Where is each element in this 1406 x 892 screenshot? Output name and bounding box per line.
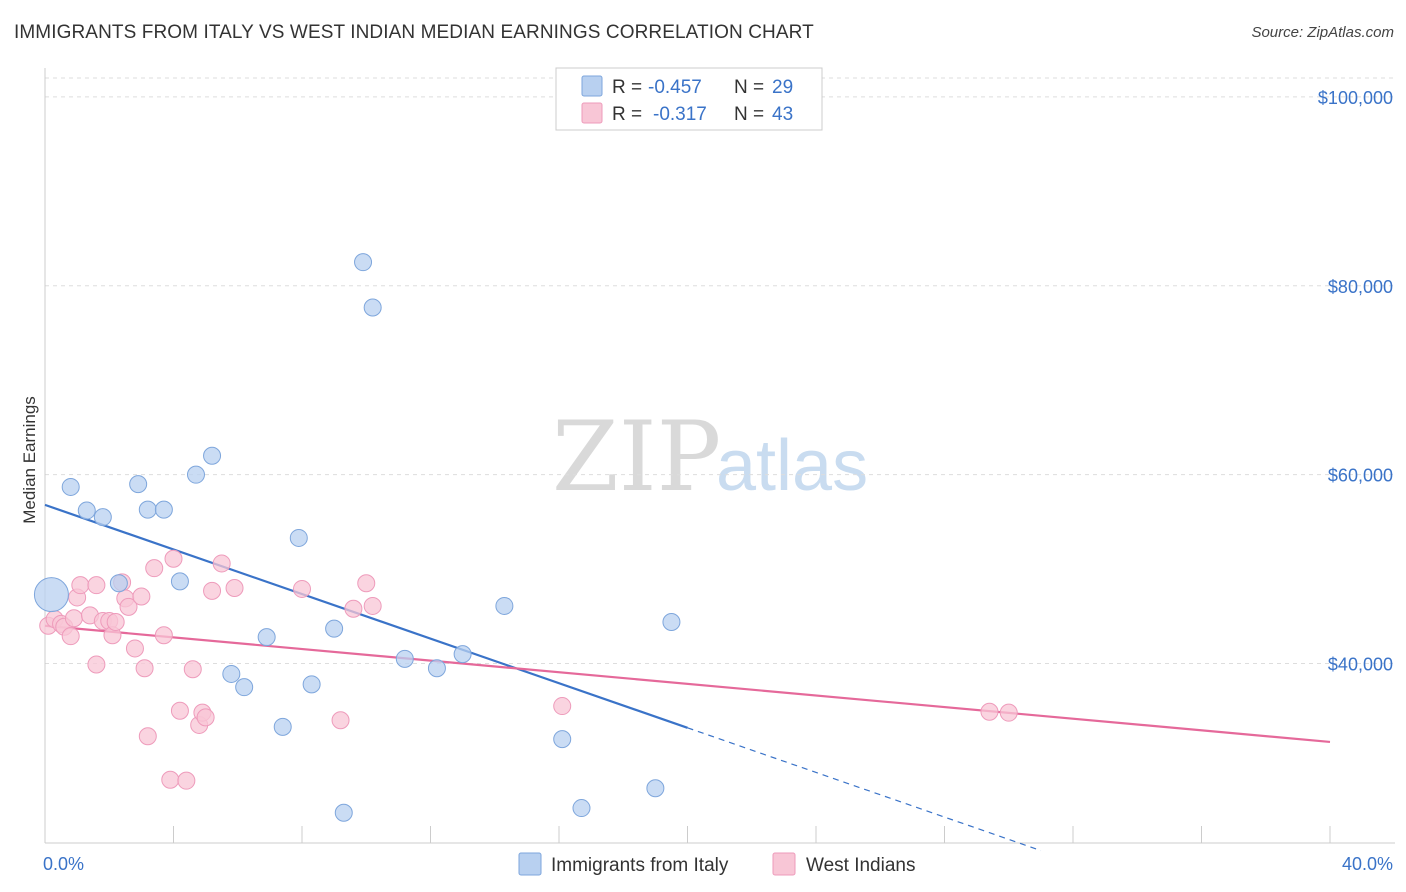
west-indians-point: [145, 559, 164, 578]
italy-point: [109, 574, 128, 593]
west-indians-point: [61, 627, 80, 646]
west-indians-point: [999, 703, 1018, 722]
italy-point: [77, 501, 96, 520]
series-legend-swatch-west-indians: [772, 852, 796, 876]
italy-point: [553, 730, 572, 749]
west-indians-point: [203, 581, 222, 600]
x-tick-label: 40.0%: [1342, 854, 1393, 874]
y-axis-label: Median Earnings: [20, 396, 39, 524]
west-indians-point: [87, 655, 106, 674]
west-indians-point: [363, 596, 382, 615]
legend-n-label-west-indians: N =: [734, 104, 764, 125]
west-indians-point: [225, 579, 244, 597]
trendline-west-indians: [44, 624, 1331, 744]
legend-r-value-italy: -0.457: [648, 77, 702, 98]
axes: [44, 68, 1395, 844]
italy-point: [289, 528, 308, 547]
y-tick-label: $80,000: [1328, 277, 1393, 297]
west-indians-point: [135, 659, 154, 678]
y-tick-label: $40,000: [1328, 655, 1393, 675]
italy-point: [427, 659, 446, 678]
watermark-zip: ZIP: [552, 401, 721, 513]
west-indians-point: [161, 770, 180, 789]
italy-point: [61, 477, 80, 496]
west-indians-point: [357, 574, 376, 593]
italy-point: [33, 577, 69, 613]
correlation-legend: R = -0.457 N = 29 R = -0.317 N = 43: [555, 67, 823, 131]
italy-point: [646, 779, 665, 798]
series-legend-swatch-italy: [518, 852, 542, 876]
legend-n-value-italy: 29: [772, 77, 793, 98]
legend-r-value-west-indians: -0.317: [653, 104, 707, 125]
west-indians-point: [64, 609, 83, 628]
west-indians-point: [132, 587, 151, 606]
italy-point: [572, 799, 591, 818]
west-indians-point: [87, 576, 106, 595]
west-indians-point: [170, 701, 189, 720]
legend-swatch-italy: [581, 75, 603, 97]
trendlines: [44, 503, 1331, 852]
y-tick-label: $60,000: [1328, 466, 1393, 486]
legend-swatch-west-indians: [581, 102, 603, 124]
west-indians-point: [212, 554, 231, 573]
italy-point: [334, 803, 353, 822]
italy-point: [222, 664, 241, 683]
source-label: Source: ZipAtlas.com: [1251, 24, 1394, 41]
series-legend-label-italy: Immigrants from Italy: [551, 855, 729, 876]
italy-point: [235, 678, 254, 697]
italy-point: [363, 298, 382, 317]
italy-point: [453, 645, 472, 664]
italy-point: [257, 628, 276, 647]
italy-point: [138, 500, 157, 519]
west-indians-point: [154, 626, 173, 645]
series-legend-label-west-indians: West Indians: [806, 855, 915, 876]
italy-point: [170, 572, 189, 591]
west-indians-point: [331, 711, 350, 730]
trendline-italy: [44, 503, 688, 729]
west-indians-point: [119, 597, 138, 616]
italy-point: [154, 500, 173, 519]
legend-n-label-italy: N =: [734, 77, 764, 98]
west-indians-point: [106, 613, 125, 631]
west-indians-point: [125, 639, 144, 658]
watermark: ZIP atlas: [552, 401, 868, 513]
tick-labels: $40,000 $60,000 $80,000 $100,000 0.0% 40.0%: [43, 88, 1393, 874]
west-indians-point: [196, 708, 215, 727]
chart-title: IMMIGRANTS FROM ITALY VS WEST INDIAN MED…: [14, 22, 814, 43]
west-indians-point: [553, 697, 572, 716]
italy-point: [186, 465, 205, 484]
italy-point: [662, 613, 681, 631]
y-tick-label: $100,000: [1318, 88, 1393, 108]
italy-point: [273, 717, 292, 736]
italy-point: [203, 446, 222, 465]
west-indians-point: [344, 599, 363, 618]
west-indians-point: [177, 771, 196, 790]
italy-point: [129, 475, 148, 494]
trendline-extension-italy: [687, 727, 1042, 852]
west-indians-point: [183, 660, 202, 679]
legend-r-label-west-indians: R =: [612, 104, 642, 125]
italy-point: [93, 508, 112, 527]
legend-r-label-italy: R =: [612, 77, 642, 98]
west-indians-point: [71, 576, 90, 595]
west-indians-point: [980, 702, 999, 721]
italy-points: [33, 253, 681, 822]
west-indians-point: [138, 727, 157, 746]
italy-point: [395, 649, 414, 668]
west-indians-point: [293, 579, 311, 598]
series-legend: Immigrants from Italy West Indians: [518, 852, 915, 876]
west-indians-points: [39, 549, 1018, 790]
x-tick-label: 0.0%: [43, 854, 84, 874]
west-indians-point: [164, 549, 183, 568]
legend-n-value-west-indians: 43: [772, 104, 793, 125]
italy-point: [495, 596, 514, 615]
watermark-atlas: atlas: [716, 426, 868, 506]
italy-point: [354, 253, 373, 272]
italy-point: [302, 675, 321, 694]
italy-point: [325, 619, 344, 638]
